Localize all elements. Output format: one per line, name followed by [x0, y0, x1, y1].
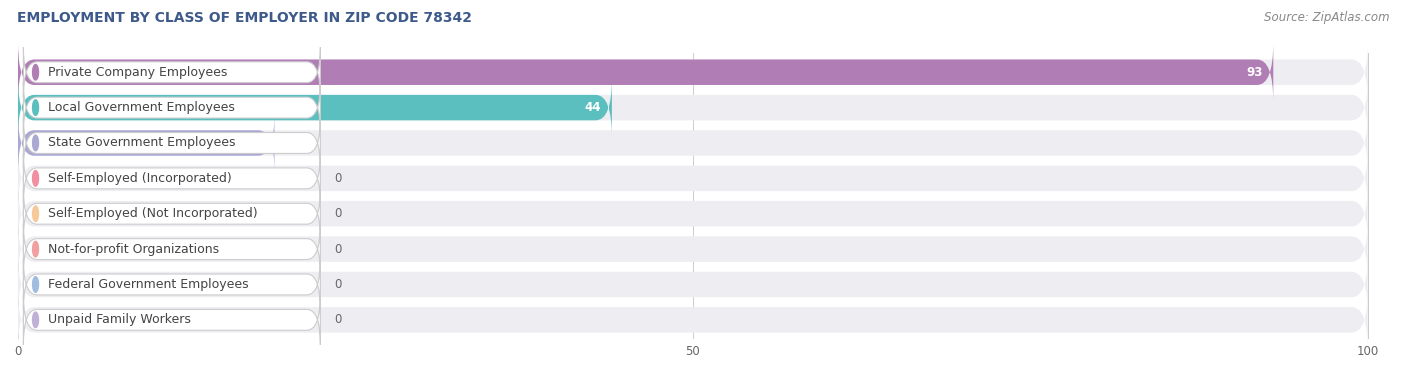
Text: Source: ZipAtlas.com: Source: ZipAtlas.com	[1264, 11, 1389, 24]
FancyBboxPatch shape	[18, 113, 1368, 173]
FancyBboxPatch shape	[18, 255, 1368, 314]
Text: Not-for-profit Organizations: Not-for-profit Organizations	[48, 242, 219, 256]
Text: 93: 93	[1246, 66, 1263, 79]
Text: EMPLOYMENT BY CLASS OF EMPLOYER IN ZIP CODE 78342: EMPLOYMENT BY CLASS OF EMPLOYER IN ZIP C…	[17, 11, 472, 25]
Text: 0: 0	[333, 278, 342, 291]
FancyBboxPatch shape	[18, 290, 1368, 349]
Text: State Government Employees: State Government Employees	[48, 136, 235, 150]
Text: 0: 0	[333, 207, 342, 220]
FancyBboxPatch shape	[18, 78, 612, 137]
FancyBboxPatch shape	[24, 259, 321, 310]
FancyBboxPatch shape	[18, 219, 1368, 279]
Circle shape	[32, 64, 38, 80]
FancyBboxPatch shape	[18, 184, 1368, 244]
FancyBboxPatch shape	[18, 78, 1368, 137]
Text: Self-Employed (Incorporated): Self-Employed (Incorporated)	[48, 172, 232, 185]
FancyBboxPatch shape	[18, 43, 1274, 102]
Text: 44: 44	[585, 101, 602, 114]
FancyBboxPatch shape	[24, 47, 321, 97]
Circle shape	[32, 312, 38, 328]
FancyBboxPatch shape	[18, 43, 1368, 102]
Text: 0: 0	[333, 313, 342, 326]
FancyBboxPatch shape	[24, 295, 321, 345]
Circle shape	[32, 206, 38, 222]
Text: Federal Government Employees: Federal Government Employees	[48, 278, 249, 291]
Text: Local Government Employees: Local Government Employees	[48, 101, 235, 114]
Text: Private Company Employees: Private Company Employees	[48, 66, 226, 79]
FancyBboxPatch shape	[24, 118, 321, 168]
Circle shape	[32, 135, 38, 151]
FancyBboxPatch shape	[18, 113, 274, 173]
Text: 0: 0	[333, 242, 342, 256]
Circle shape	[32, 100, 38, 115]
Text: 19: 19	[247, 136, 264, 150]
FancyBboxPatch shape	[24, 189, 321, 239]
FancyBboxPatch shape	[24, 83, 321, 133]
Text: Self-Employed (Not Incorporated): Self-Employed (Not Incorporated)	[48, 207, 257, 220]
Text: 0: 0	[333, 172, 342, 185]
Circle shape	[32, 241, 38, 257]
FancyBboxPatch shape	[18, 149, 1368, 208]
FancyBboxPatch shape	[24, 153, 321, 203]
Circle shape	[32, 277, 38, 292]
FancyBboxPatch shape	[24, 224, 321, 274]
Text: Unpaid Family Workers: Unpaid Family Workers	[48, 313, 191, 326]
Circle shape	[32, 170, 38, 186]
